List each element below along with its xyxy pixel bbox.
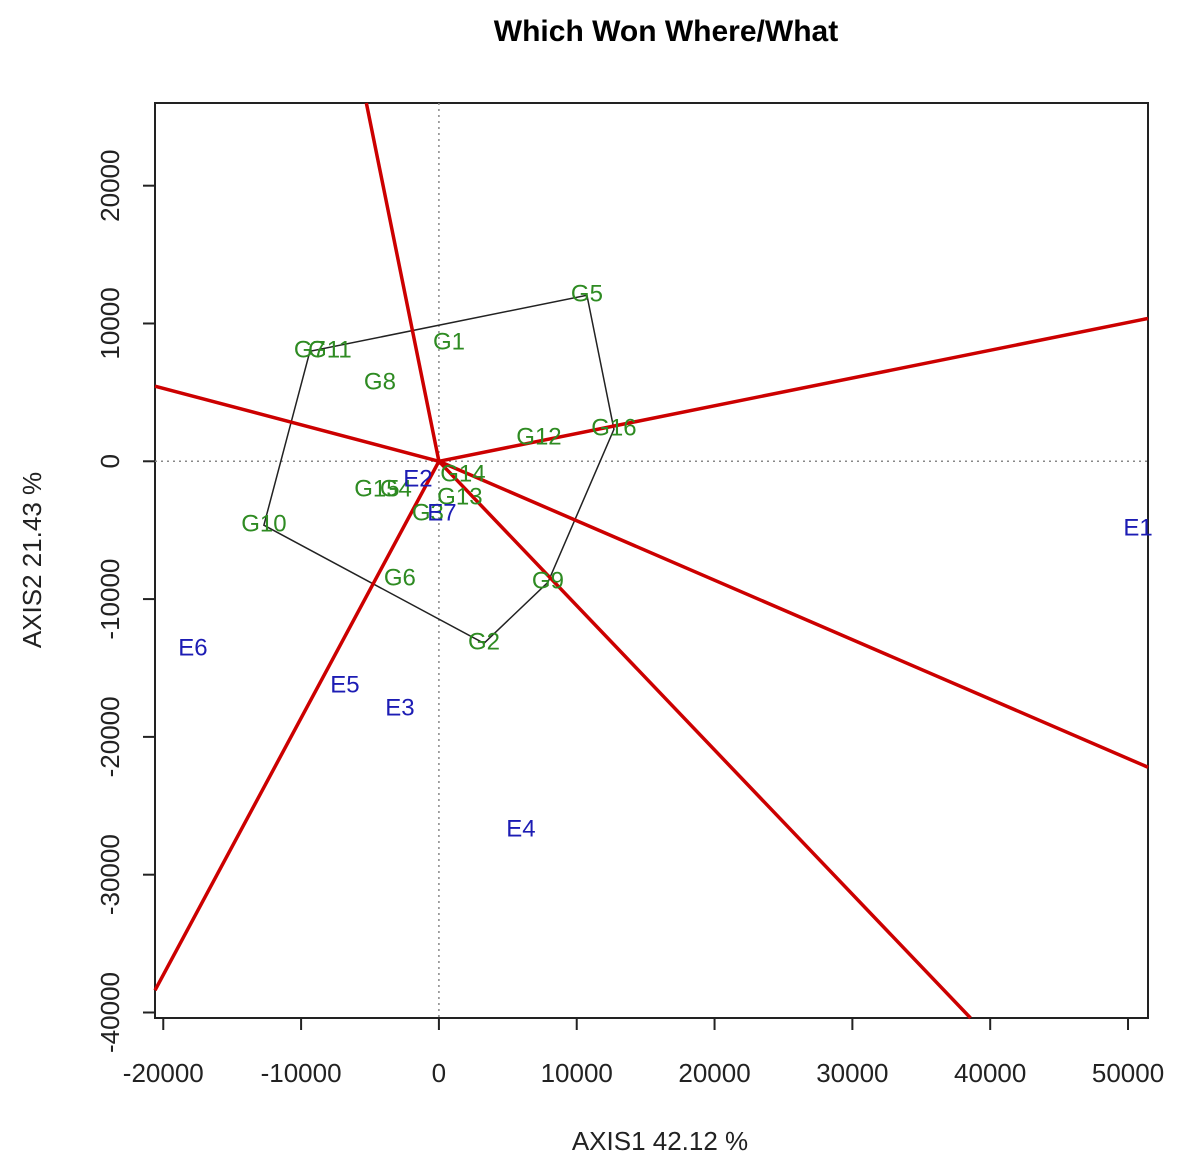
x-axis-title: AXIS1 42.12 % — [572, 1126, 748, 1156]
x-tick-label: 30000 — [816, 1058, 888, 1088]
genotype-label: G16 — [591, 415, 636, 442]
x-tick-label: 0 — [432, 1058, 446, 1088]
environment-label: E5 — [330, 672, 359, 699]
environment-label: E7 — [427, 500, 456, 527]
genotype-label: G3 — [412, 500, 444, 527]
genotype-label: G10 — [241, 511, 286, 538]
y-axis-title: AXIS2 21.43 % — [17, 472, 47, 648]
genotype-label: G1 — [433, 329, 465, 356]
genotype-label: G12 — [516, 424, 561, 451]
sector-ray — [438, 316, 1149, 463]
sector-ray — [364, 102, 441, 462]
genotype-label: G14 — [440, 461, 485, 488]
genotype-label: G7 — [294, 337, 326, 364]
sector-ray — [438, 459, 1149, 769]
y-tick-label: -10000 — [95, 559, 125, 640]
sector-ray — [154, 384, 440, 463]
x-tick-label: -10000 — [261, 1058, 342, 1088]
genotype-label: G5 — [571, 281, 603, 308]
genotype-label: G2 — [468, 629, 500, 656]
genotype-label: G15 — [354, 476, 399, 503]
x-tick-label: 50000 — [1092, 1058, 1164, 1088]
genotype-label: G13 — [437, 484, 482, 511]
x-tick-label: -20000 — [123, 1058, 204, 1088]
environment-label: E2 — [403, 466, 432, 493]
genotype-label: G11 — [308, 337, 352, 364]
environment-label: E6 — [178, 635, 207, 662]
environment-label: E3 — [385, 695, 414, 722]
sector-ray — [153, 460, 441, 992]
x-tick-label: 20000 — [678, 1058, 750, 1088]
y-tick-label: -40000 — [95, 972, 125, 1053]
y-tick-label: 10000 — [95, 287, 125, 359]
x-tick-label: 10000 — [541, 1058, 613, 1088]
plot-frame — [154, 102, 1149, 1019]
x-tick-label: 40000 — [954, 1058, 1026, 1088]
genotype-label: G8 — [364, 369, 396, 396]
y-tick-label: -20000 — [95, 696, 125, 777]
genotype-label: G6 — [384, 565, 416, 592]
y-tick-label: -30000 — [95, 834, 125, 915]
y-tick-label: 0 — [95, 454, 125, 468]
genotype-label: G4 — [380, 476, 412, 503]
sector-ray — [437, 460, 972, 1020]
chart-title: Which Won Where/What — [494, 15, 838, 48]
environment-label: E4 — [506, 816, 535, 843]
environment-label: E1 — [1123, 515, 1152, 542]
y-tick-label: 20000 — [95, 150, 125, 222]
hull — [263, 294, 615, 645]
genotype-label: G9 — [532, 568, 564, 595]
